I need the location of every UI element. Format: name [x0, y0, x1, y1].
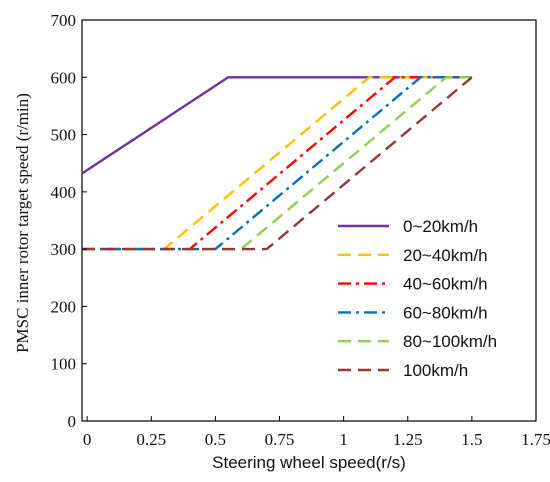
y-tick-label: 700	[51, 11, 77, 30]
y-tick-label: 400	[51, 183, 77, 202]
y-tick-label: 200	[51, 297, 77, 316]
y-tick-label: 0	[68, 412, 77, 431]
series-line-6	[82, 76, 473, 251]
series-line-1	[81, 76, 472, 175]
legend-label-1: 0~20km/h	[403, 217, 478, 236]
legend-label-2: 20~40km/h	[403, 246, 488, 265]
x-tick-label: 1	[339, 430, 348, 449]
x-axis-label: Steering wheel speed(r/s)	[212, 453, 406, 472]
y-tick-label: 500	[51, 126, 77, 145]
x-tick-label: 0.25	[136, 430, 166, 449]
legend: 0~20km/h 20~40km/h 40~60km/h 60~80km/h 80~10…	[338, 217, 497, 380]
plot-area	[81, 19, 537, 422]
y-tick-label: 600	[51, 68, 77, 87]
x-tick-label: 0	[83, 430, 92, 449]
y-tick-label: 300	[51, 240, 77, 259]
x-tick-label: 0.5	[205, 430, 226, 449]
x-tick-label: 1.5	[461, 430, 482, 449]
legend-label-4: 60~80km/h	[403, 303, 488, 322]
x-tick-label: 0.75	[265, 430, 295, 449]
series-line-5	[82, 76, 472, 251]
legend-label-3: 40~60km/h	[403, 275, 488, 294]
y-tick-label: 100	[51, 355, 77, 374]
x-tick-label: 1.25	[393, 430, 423, 449]
series-lines	[81, 76, 473, 251]
y-axis-label: PMSC inner rotor target speed (r/min)	[13, 93, 32, 353]
legend-label-5: 80~100km/h	[403, 332, 497, 351]
x-tick-label: 1.75	[521, 430, 550, 449]
plot-frame	[81, 19, 537, 422]
axes: 0 0.25 0.5 0.75 1 1.25 1.5 1.75 0 100 200 300 400 500…	[51, 11, 550, 449]
legend-label-6: 100km/h	[403, 361, 468, 380]
